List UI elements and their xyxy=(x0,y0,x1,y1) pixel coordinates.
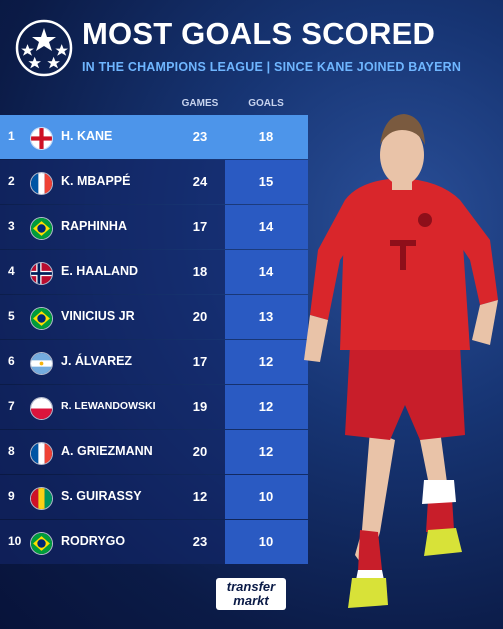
player-name: J. ÁLVAREZ xyxy=(61,354,133,368)
goals-value: 12 xyxy=(258,399,274,414)
guinea-flag-icon xyxy=(30,487,53,510)
goals-value: 13 xyxy=(258,309,274,324)
row-goals-cell xyxy=(225,160,308,204)
row-goals-cell xyxy=(225,430,308,474)
games-value: 17 xyxy=(192,219,208,234)
goals-value: 14 xyxy=(258,219,274,234)
norway-flag-icon xyxy=(30,262,53,285)
games-value: 24 xyxy=(192,174,208,189)
player-name: RAPHINHA xyxy=(61,219,127,233)
player-name: E. HAALAND xyxy=(61,264,139,278)
brazil-flag-icon xyxy=(30,532,53,555)
goals-value: 10 xyxy=(258,489,274,504)
row-goals-cell xyxy=(225,205,308,249)
goals-value: 15 xyxy=(258,174,274,189)
column-header-games: GAMES xyxy=(181,98,219,109)
player-name: K. MBAPPÉ xyxy=(61,174,131,188)
rank-number: 4 xyxy=(8,264,15,278)
player-name: H. KANE xyxy=(61,129,113,143)
page-title: MOST GOALS SCORED xyxy=(82,16,436,51)
goals-value: 12 xyxy=(258,354,274,369)
rank-number: 1 xyxy=(8,129,15,143)
games-value: 18 xyxy=(192,264,208,279)
games-value: 23 xyxy=(192,129,208,144)
games-value: 20 xyxy=(192,444,208,459)
argentina-flag-icon xyxy=(30,352,53,375)
rank-number: 3 xyxy=(8,219,15,233)
table-row: 1 H. KANE 23 18 xyxy=(0,115,308,160)
brazil-flag-icon xyxy=(30,307,53,330)
games-value: 23 xyxy=(192,534,208,549)
transfermarkt-logo: transfer markt xyxy=(216,578,286,610)
row-goals-cell xyxy=(225,520,308,564)
rank-number: 9 xyxy=(8,489,15,503)
rank-number: 2 xyxy=(8,174,15,188)
france-flag-icon xyxy=(30,172,53,195)
goals-value: 10 xyxy=(258,534,274,549)
player-name: VINICIUS JR xyxy=(61,309,135,323)
brand-line-1: transfer xyxy=(226,579,276,594)
goals-value: 14 xyxy=(258,264,274,279)
player-name: A. GRIEZMANN xyxy=(61,444,153,458)
player-photo xyxy=(300,100,503,620)
brand-line-2: markt xyxy=(233,593,269,608)
table-row: 7 R. LEWANDOWSKI 19 12 xyxy=(0,385,308,430)
column-header-goals: GOALS xyxy=(248,98,284,109)
table-row: 10 RODRYGO 23 10 xyxy=(0,520,308,565)
ranking-table: 1 H. KANE 23 18 2 K. MBAPPÉ 24 15 3 RAPHINHA 17 14 4… xyxy=(0,115,308,565)
row-goals-cell xyxy=(225,385,308,429)
table-row: 5 VINICIUS JR 20 13 xyxy=(0,295,308,340)
row-goals-cell xyxy=(225,250,308,294)
games-value: 12 xyxy=(192,489,208,504)
rank-number: 7 xyxy=(8,399,15,413)
table-row: 2 K. MBAPPÉ 24 15 xyxy=(0,160,308,205)
player-name: RODRYGO xyxy=(61,534,126,548)
rank-number: 6 xyxy=(8,354,15,368)
table-row: 4 E. HAALAND 18 14 xyxy=(0,250,308,295)
row-goals-cell xyxy=(225,340,308,384)
goals-value: 18 xyxy=(258,129,274,144)
rank-number: 10 xyxy=(8,534,22,548)
row-goals-cell xyxy=(225,115,308,159)
games-value: 20 xyxy=(192,309,208,324)
player-name: R. LEWANDOWSKI xyxy=(61,400,156,412)
rank-number: 8 xyxy=(8,444,15,458)
games-value: 19 xyxy=(192,399,208,414)
table-row: 3 RAPHINHA 17 14 xyxy=(0,205,308,250)
champions-league-starball-icon xyxy=(14,18,74,78)
goals-value: 12 xyxy=(258,444,274,459)
france-flag-icon xyxy=(30,442,53,465)
row-goals-cell xyxy=(225,475,308,519)
row-goals-cell xyxy=(225,295,308,339)
table-row: 6 J. ÁLVAREZ 17 12 xyxy=(0,340,308,385)
rank-number: 5 xyxy=(8,309,15,323)
player-name: S. GUIRASSY xyxy=(61,489,142,503)
table-row: 8 A. GRIEZMANN 20 12 xyxy=(0,430,308,475)
england-flag-icon xyxy=(30,127,53,150)
table-row: 9 S. GUIRASSY 12 10 xyxy=(0,475,308,520)
page-subtitle: IN THE CHAMPIONS LEAGUE | SINCE KANE JOI… xyxy=(82,60,462,74)
poland-flag-icon xyxy=(30,397,53,420)
brazil-flag-icon xyxy=(30,217,53,240)
games-value: 17 xyxy=(192,354,208,369)
